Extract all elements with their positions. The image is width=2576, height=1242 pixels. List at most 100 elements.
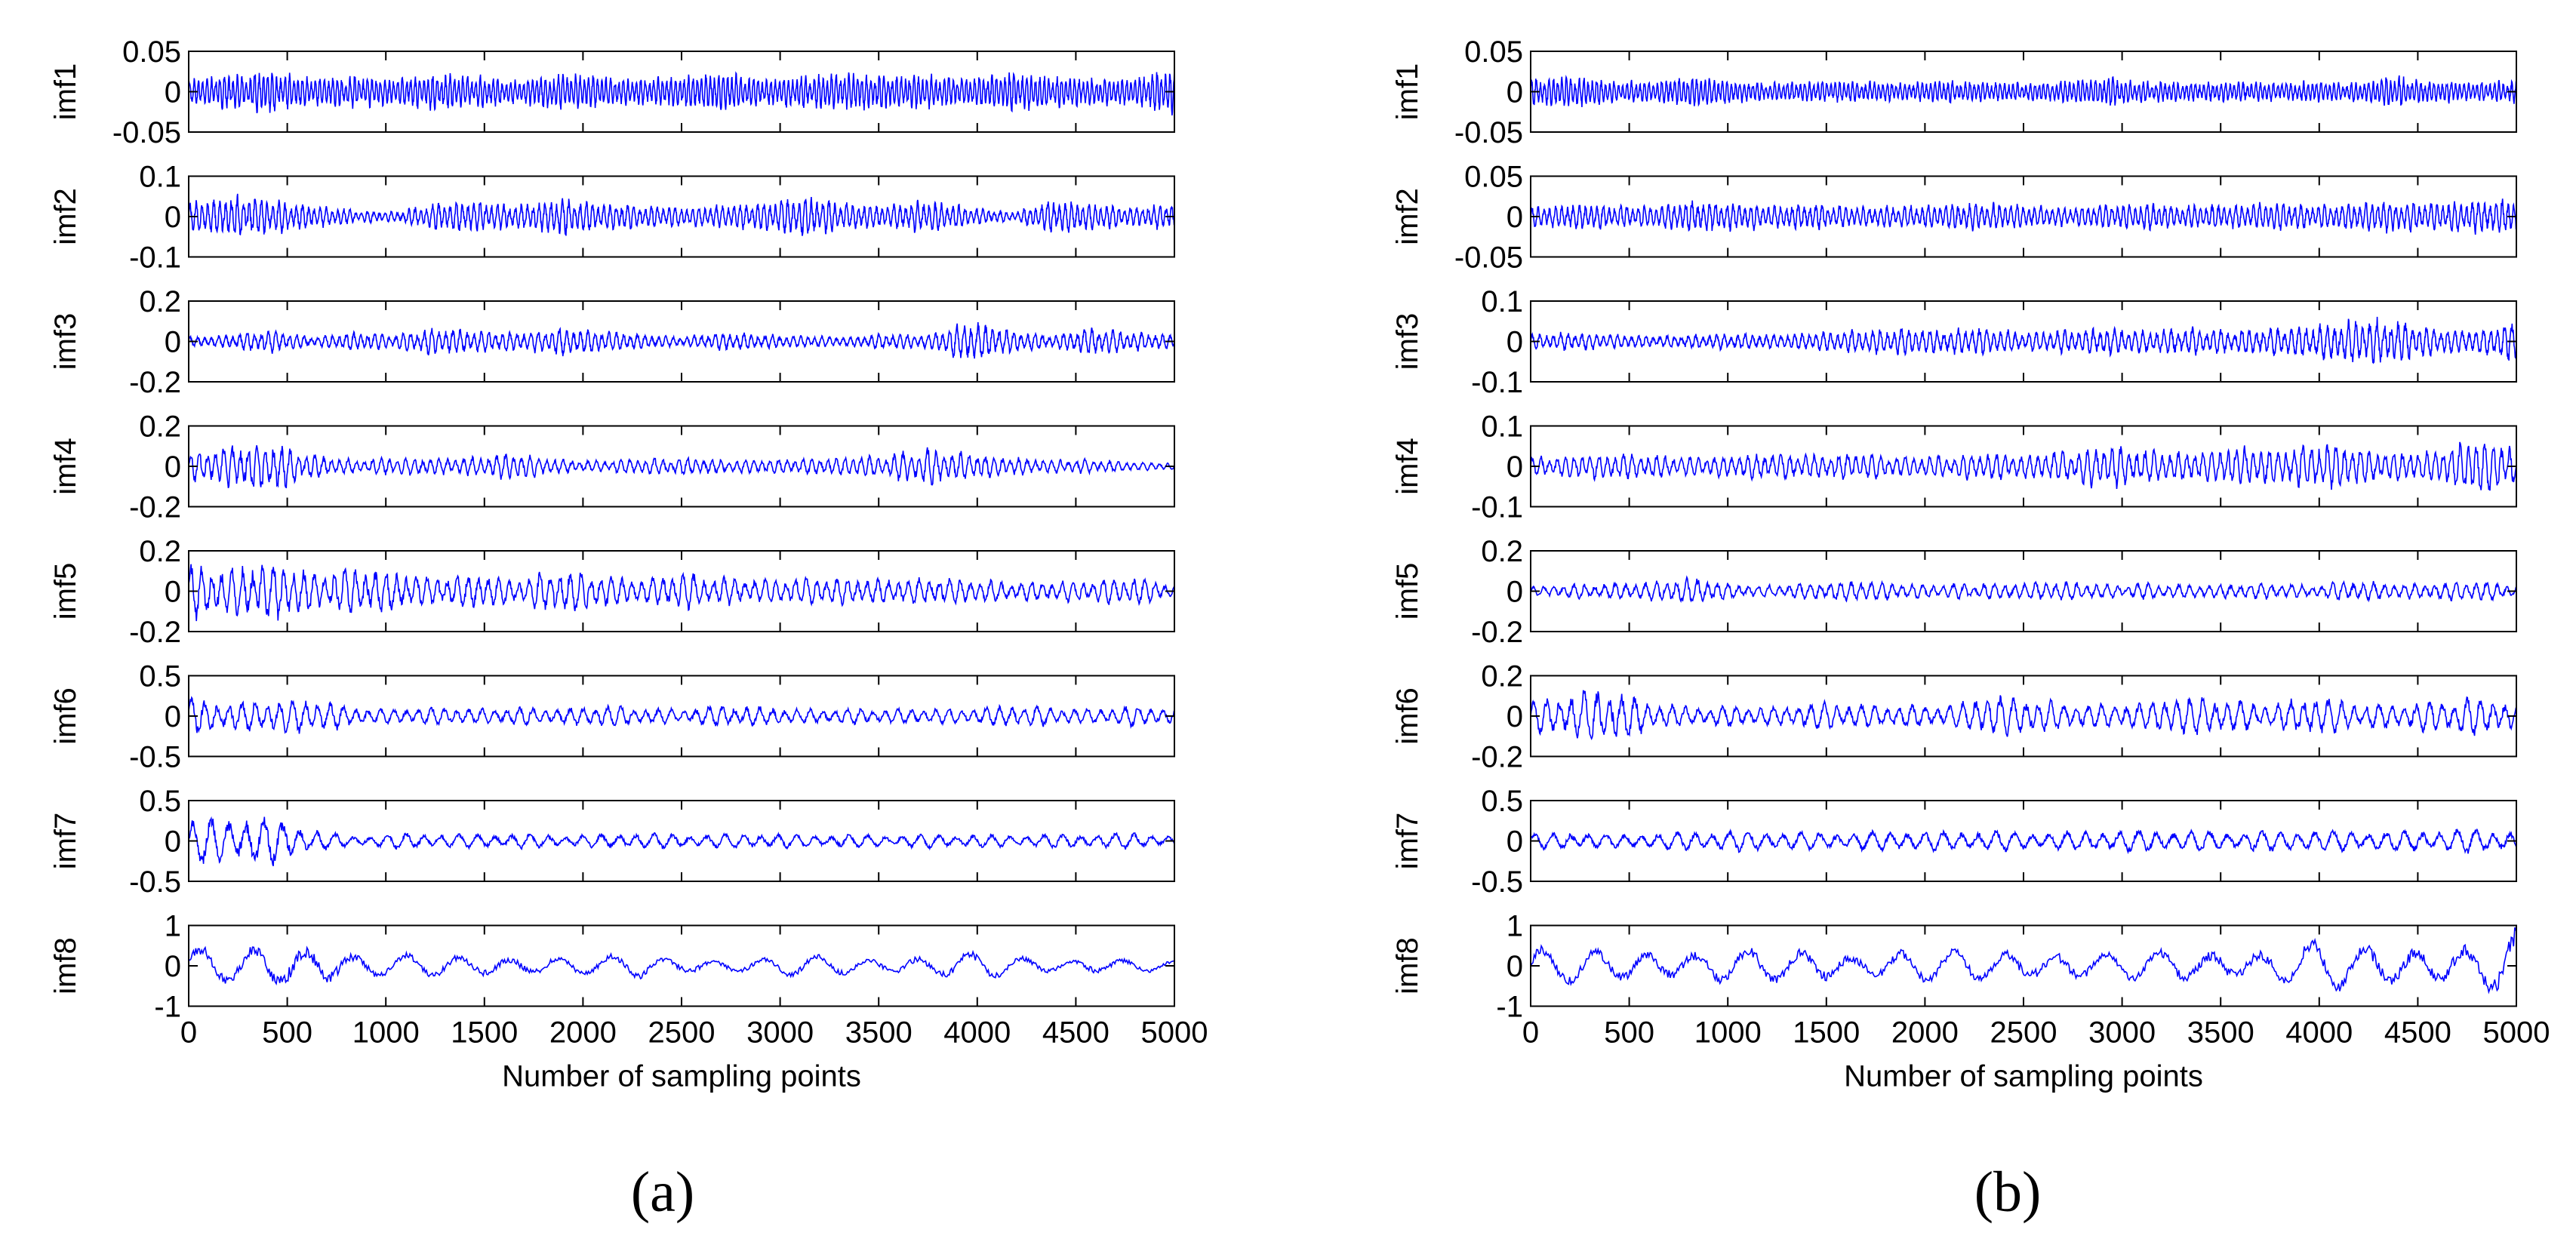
y-tick-label: -0.5 bbox=[129, 741, 181, 774]
subplot-imf6: 0.5 0 -0.5 imf6 bbox=[49, 660, 1175, 774]
x-tick-label: 5000 bbox=[2483, 1016, 2550, 1050]
y-tick-label: -0.2 bbox=[129, 491, 181, 524]
y-tick-label: 0 bbox=[1507, 576, 1523, 609]
subplot-imf4: 0.1 0 -0.1 imf4 bbox=[1391, 410, 2517, 524]
y-tick-label: 0.5 bbox=[139, 785, 181, 818]
subplot-imf3: 0.2 0 -0.2 imf3 bbox=[49, 285, 1175, 399]
series-line-imf7 bbox=[1530, 828, 2517, 855]
subplot-imf7: 0.5 0 -0.5 imf7 bbox=[1391, 785, 2517, 899]
axes-box-imf7 bbox=[188, 800, 1175, 882]
axes-box-imf7 bbox=[1530, 800, 2517, 882]
x-tick-label: 0 bbox=[1522, 1016, 1539, 1050]
series-line-imf5 bbox=[188, 564, 1175, 622]
x-tick-label: 4000 bbox=[943, 1016, 1011, 1050]
series-line-imf8 bbox=[1530, 927, 2517, 995]
y-tick-label: -1 bbox=[154, 991, 181, 1024]
x-tick-label: 4500 bbox=[2384, 1016, 2451, 1050]
y-axis-label-imf1: imf1 bbox=[49, 63, 82, 121]
series-line-imf6 bbox=[1530, 690, 2517, 740]
x-tick-label: 3500 bbox=[2187, 1016, 2254, 1050]
y-tick-label: -0.2 bbox=[1471, 616, 1523, 649]
y-tick-label: 0.05 bbox=[1464, 161, 1523, 194]
x-tick-label: 0 bbox=[180, 1016, 197, 1050]
y-tick-label: 0.1 bbox=[139, 161, 181, 194]
y-tick-label: -0.5 bbox=[129, 865, 181, 899]
series-line-imf8 bbox=[188, 945, 1174, 986]
x-axis-label: Number of sampling points bbox=[502, 1060, 861, 1093]
x-tick-label: 2500 bbox=[1990, 1016, 2057, 1050]
panel-b-chart: 0.05 0 -0.05 imf1 0.05 0 -0.05 imf2 0.1 0 -0.1 imf3… bbox=[1391, 35, 2550, 1093]
y-axis-label-imf7: imf7 bbox=[49, 813, 82, 870]
subplot-imf5: 0.2 0 -0.2 imf5 bbox=[1391, 535, 2517, 649]
subplot-imf1: 0.05 0 -0.05 imf1 bbox=[49, 35, 1175, 149]
y-axis-label-imf6: imf6 bbox=[1391, 687, 1424, 745]
y-axis-label-imf4: imf4 bbox=[49, 438, 82, 495]
x-tick-label: 1500 bbox=[1793, 1016, 1860, 1050]
y-tick-label: 0 bbox=[1507, 825, 1523, 859]
subplot-imf1: 0.05 0 -0.05 imf1 bbox=[1391, 35, 2517, 149]
y-tick-label: 0.2 bbox=[1481, 535, 1523, 568]
y-tick-label: -0.5 bbox=[1471, 865, 1523, 899]
panel-a-label: (a) bbox=[631, 1161, 694, 1224]
subplot-imf7: 0.5 0 -0.5 imf7 bbox=[49, 785, 1175, 899]
y-tick-label: 0 bbox=[165, 576, 181, 609]
x-tick-label: 3000 bbox=[2088, 1016, 2156, 1050]
y-tick-label: -0.05 bbox=[112, 116, 181, 149]
x-tick-label: 1500 bbox=[451, 1016, 518, 1050]
y-tick-label: 0 bbox=[165, 825, 181, 859]
y-axis-label-imf8: imf8 bbox=[49, 937, 82, 995]
y-tick-label: 0 bbox=[165, 76, 181, 109]
y-tick-label: -0.2 bbox=[129, 616, 181, 649]
y-tick-label: 0 bbox=[1507, 326, 1523, 359]
series-line-imf3 bbox=[188, 322, 1175, 359]
y-tick-label: 0 bbox=[1507, 450, 1523, 484]
y-tick-label: -0.1 bbox=[129, 241, 181, 275]
y-tick-label: 0.1 bbox=[1481, 285, 1523, 318]
y-tick-label: 0.5 bbox=[1481, 785, 1523, 818]
y-tick-label: 0 bbox=[1507, 950, 1523, 983]
subplot-imf6: 0.2 0 -0.2 imf6 bbox=[1391, 660, 2517, 774]
y-axis-label-imf4: imf4 bbox=[1391, 438, 1424, 495]
y-axis-label-imf2: imf2 bbox=[1391, 188, 1424, 245]
series-line-imf1 bbox=[188, 68, 1175, 115]
y-tick-label: -1 bbox=[1496, 991, 1523, 1024]
x-tick-label: 500 bbox=[1604, 1016, 1654, 1050]
y-tick-label: 0.5 bbox=[139, 660, 181, 693]
y-tick-label: 0.2 bbox=[1481, 660, 1523, 693]
x-tick-label: 500 bbox=[262, 1016, 312, 1050]
series-line-imf2 bbox=[188, 193, 1175, 236]
y-axis-label-imf5: imf5 bbox=[49, 563, 82, 620]
y-axis-label-imf3: imf3 bbox=[1391, 313, 1424, 370]
y-axis-label-imf6: imf6 bbox=[49, 687, 82, 745]
x-tick-label: 3500 bbox=[845, 1016, 913, 1050]
series-line-imf3 bbox=[1530, 316, 2517, 364]
y-tick-label: -0.05 bbox=[1454, 241, 1523, 275]
y-tick-label: 0.05 bbox=[122, 35, 181, 69]
y-tick-label: -0.05 bbox=[1454, 116, 1523, 149]
y-axis-label-imf8: imf8 bbox=[1391, 937, 1424, 995]
series-line-imf5 bbox=[1530, 575, 2517, 604]
y-tick-label: 1 bbox=[165, 910, 181, 943]
y-axis-label-imf5: imf5 bbox=[1391, 563, 1424, 620]
y-tick-label: 0.1 bbox=[1481, 410, 1523, 444]
y-axis-label-imf3: imf3 bbox=[49, 313, 82, 370]
y-tick-label: 0 bbox=[1507, 700, 1523, 733]
subplot-imf4: 0.2 0 -0.2 imf4 bbox=[49, 410, 1175, 524]
y-tick-label: 0 bbox=[1507, 76, 1523, 109]
y-tick-label: 0 bbox=[165, 326, 181, 359]
y-tick-label: 0.2 bbox=[139, 535, 181, 568]
subplot-imf5: 0.2 0 -0.2 imf5 bbox=[49, 535, 1175, 649]
series-line-imf7 bbox=[188, 816, 1175, 867]
y-tick-label: 0.05 bbox=[1464, 35, 1523, 69]
subplot-imf3: 0.1 0 -0.1 imf3 bbox=[1391, 285, 2517, 399]
x-axis-label: Number of sampling points bbox=[1844, 1060, 2203, 1093]
x-tick-label: 5000 bbox=[1141, 1016, 1208, 1050]
x-tick-label: 2000 bbox=[549, 1016, 617, 1050]
y-tick-label: 0 bbox=[165, 201, 181, 234]
y-tick-label: 1 bbox=[1507, 910, 1523, 943]
y-axis-label-imf1: imf1 bbox=[1391, 63, 1424, 121]
axes-box-imf8 bbox=[1530, 924, 2517, 1007]
